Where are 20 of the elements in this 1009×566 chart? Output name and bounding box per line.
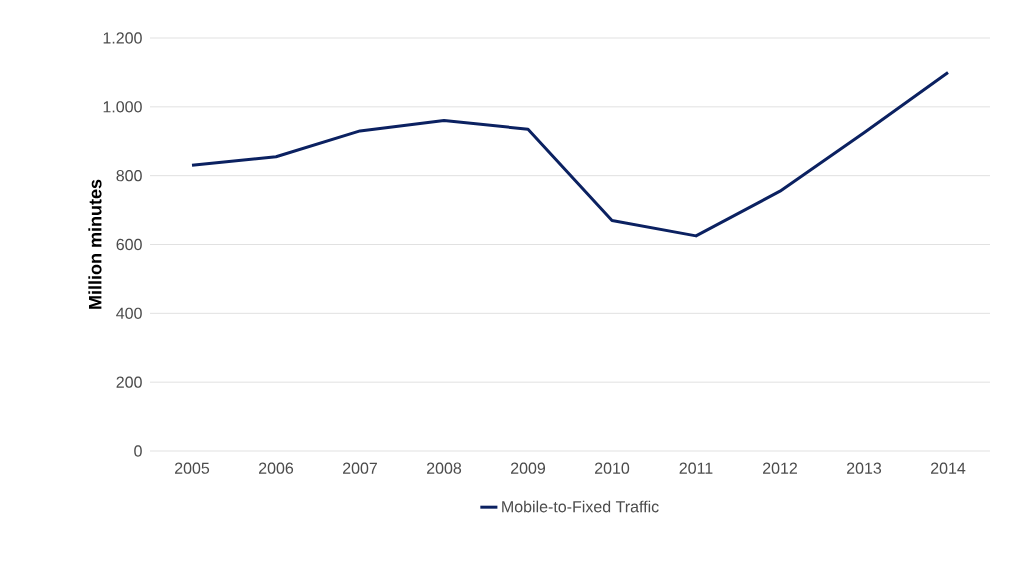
- x-tick-label: 2006: [259, 462, 294, 474]
- x-tick-label: 2012: [763, 462, 797, 474]
- y-tick-label: 1.200: [103, 32, 142, 44]
- y-tick-label: 0: [134, 445, 142, 457]
- legend-label: Mobile-to-Fixed Traffic: [502, 500, 659, 513]
- x-tick-label: 2008: [427, 462, 462, 474]
- x-tick-label: 2010: [595, 462, 630, 474]
- x-tick-label: 2005: [175, 462, 210, 474]
- x-tick-label: 2011: [679, 462, 713, 474]
- y-tick-label: 200: [116, 376, 142, 388]
- x-tick-label: 2013: [847, 462, 882, 474]
- y-tick-label: 600: [116, 238, 142, 251]
- x-tick-label: 2014: [931, 462, 966, 474]
- x-tick-label: 2007: [343, 462, 377, 474]
- x-tick-label: 2009: [511, 462, 546, 474]
- y-tick-label: 800: [116, 170, 142, 182]
- y-axis-title: Million minutes: [88, 179, 102, 309]
- line-series: [190, 70, 950, 238]
- y-tick-label: 400: [116, 307, 142, 319]
- y-tick-label: 1.000: [103, 101, 142, 113]
